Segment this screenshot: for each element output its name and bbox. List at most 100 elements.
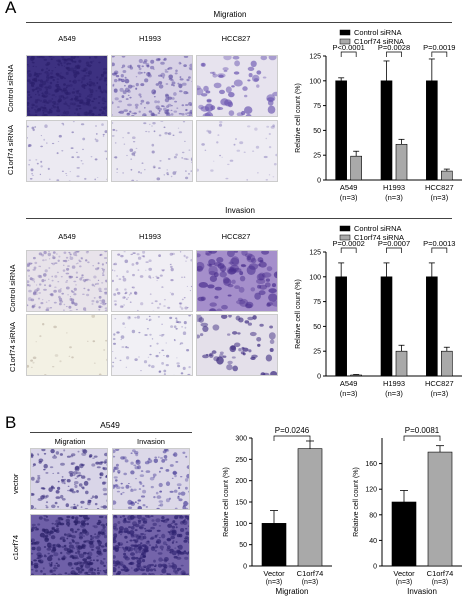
cell-speck — [50, 107, 53, 109]
cell-speck — [71, 567, 74, 569]
cell-speck — [122, 565, 127, 569]
cell-speck — [59, 508, 61, 509]
cell-speck — [178, 516, 181, 519]
cell-speck — [267, 97, 275, 102]
cell-speck — [102, 110, 104, 113]
cell-speck — [103, 67, 107, 71]
cell-speck — [142, 255, 145, 257]
cell-speck — [27, 116, 31, 117]
significance-bracket — [386, 247, 402, 253]
cell-speck — [48, 69, 50, 72]
cell-speck — [70, 147, 74, 149]
cell-speck — [112, 338, 116, 340]
cell-speck — [124, 517, 127, 520]
cell-speck — [57, 59, 61, 63]
cell-speck — [197, 296, 205, 302]
cell-speck — [265, 179, 268, 181]
cell-speck — [155, 83, 160, 86]
cell-speck — [105, 70, 107, 75]
cell-speck — [78, 474, 82, 477]
cell-speck — [138, 525, 144, 530]
cell-speck — [216, 141, 219, 144]
cell-speck — [112, 101, 114, 105]
cell-speck — [81, 76, 86, 81]
cell-speck — [116, 331, 120, 334]
cell-speck — [53, 564, 57, 567]
cell-speck — [81, 80, 83, 82]
cell-speck — [135, 147, 138, 149]
cell-speck — [179, 251, 182, 253]
cell-speck — [63, 83, 66, 86]
cell-speck — [36, 552, 42, 557]
cell-speck — [140, 470, 144, 472]
cell-speck — [184, 306, 188, 310]
cell-speck — [141, 572, 147, 575]
cell-speck — [52, 262, 56, 266]
cell-speck — [101, 123, 104, 126]
y-tick-label: 100 — [235, 521, 247, 528]
cell-speck — [137, 71, 142, 75]
cell-speck — [91, 463, 96, 467]
cell-speck — [100, 88, 102, 91]
cell-speck — [104, 516, 107, 519]
cell-speck — [67, 294, 69, 296]
cell-speck — [122, 70, 127, 73]
cell-speck — [71, 356, 74, 359]
cell-speck — [52, 78, 55, 82]
cell-speck — [74, 541, 80, 545]
cell-speck — [82, 449, 88, 454]
cell-speck — [212, 71, 216, 75]
cell-speck — [175, 327, 178, 330]
cell-speck — [229, 257, 240, 267]
cell-speck — [65, 286, 70, 290]
cell-speck — [208, 259, 216, 266]
cell-speck — [191, 80, 192, 83]
cell-speck — [84, 177, 87, 180]
cell-speck — [52, 366, 55, 368]
cell-speck — [89, 78, 92, 81]
cell-speck — [66, 521, 71, 526]
cell-speck — [190, 157, 192, 160]
cell-speck — [157, 552, 163, 555]
micrograph-migration-h1993-control — [111, 55, 193, 117]
cell-speck — [166, 172, 169, 175]
cell-speck — [269, 339, 275, 344]
cell-speck — [72, 508, 74, 509]
cell-speck — [93, 97, 96, 100]
cell-speck — [129, 547, 134, 552]
cell-speck — [208, 264, 212, 267]
cell-speck — [28, 289, 32, 293]
cell-speck — [77, 574, 80, 575]
cell-speck — [49, 466, 54, 469]
cell-speck — [60, 536, 65, 540]
cell-speck — [67, 525, 70, 527]
cell-speck — [127, 84, 133, 89]
y-tick-label: 50 — [313, 324, 321, 331]
cell-speck — [244, 106, 253, 114]
cell-speck — [87, 261, 90, 264]
cell-speck — [189, 63, 192, 68]
cell-speck — [152, 165, 156, 169]
cell-speck — [38, 72, 42, 75]
cell-speck — [129, 148, 134, 152]
cell-speck — [169, 490, 174, 493]
cell-speck — [145, 261, 149, 263]
cell-speck — [30, 96, 33, 99]
cell-speck — [78, 553, 85, 559]
cell-speck — [49, 178, 51, 180]
cell-speck — [206, 129, 209, 133]
cell-speck — [137, 499, 142, 502]
cell-speck — [219, 271, 227, 278]
cell-speck — [60, 478, 65, 482]
cell-speck — [159, 302, 162, 306]
cell-speck — [148, 544, 151, 547]
cell-speck — [197, 85, 201, 91]
cell-speck — [71, 156, 75, 159]
cell-speck — [62, 87, 67, 92]
y-tick-label: 160 — [365, 461, 377, 468]
cell-speck — [227, 101, 233, 108]
cell-speck — [56, 564, 60, 568]
cell-speck — [162, 76, 165, 79]
cell-speck — [174, 571, 178, 575]
cell-speck — [184, 515, 189, 519]
